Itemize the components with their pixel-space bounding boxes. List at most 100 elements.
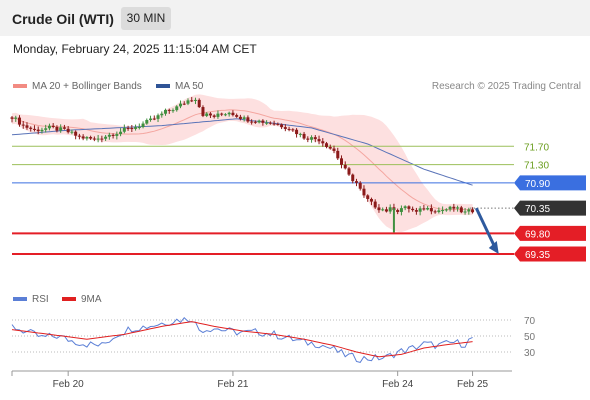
candle-body [81,136,85,139]
candle-body [29,127,33,129]
candle-body [182,103,186,105]
candle-body [74,131,78,136]
candle-body [14,117,18,119]
candle-body [223,114,227,116]
candle-body [186,100,190,104]
ma20-legend-label: MA 20 + Bollinger Bands [32,81,142,92]
candle-body [167,109,171,111]
ma50-line [11,118,473,186]
candle-body [399,208,403,212]
candle-body [283,127,287,129]
candle-body [328,146,332,149]
level-69-35-label: 69.35 [525,250,550,261]
candle-body [291,129,295,131]
candle-body [126,127,130,129]
candle-body [111,134,115,136]
chart-timestamp: Monday, February 24, 2025 11:15:04 AM CE… [13,42,257,56]
candle-body [220,113,224,115]
candle-body [85,137,89,139]
candle-body [377,207,381,211]
candle-body [403,206,407,209]
rsi-line [11,316,473,363]
candle-body [92,138,96,140]
candle-body [268,122,272,124]
candle-body [295,129,299,135]
ma20-line [11,109,473,211]
candle-body [238,116,242,119]
rsi-swatch [13,297,27,302]
candle-body [160,113,164,116]
candle-body [313,137,317,140]
candle-body [17,117,21,125]
candle-body [253,121,257,123]
legend-ma20-bollinger: MA 20 + Bollinger Bands [13,81,142,92]
candle-body [231,112,235,116]
rsi-tick-30: 30 [524,348,536,359]
candle-body [471,209,475,213]
candle-body [44,128,48,130]
candle-body [175,106,179,111]
copyright-notice: Research © 2025 Trading Central [431,81,581,92]
candle-body [96,138,100,140]
candle-body [441,210,445,212]
candle-body [340,158,344,165]
candle-body [119,131,123,135]
bollinger-band-area [12,94,473,233]
level-71-30-label: 71.30 [524,161,549,172]
candle-body [115,134,119,136]
legend-ma50: MA 50 [156,81,203,92]
candle-body [302,133,306,139]
candle-body [164,109,168,114]
candle-body [178,103,182,107]
level-70-35-tag [514,200,586,216]
candle-body [190,100,194,102]
candle-body [347,168,351,175]
candle-body [100,138,104,140]
candle-body [193,99,197,101]
ma9-legend-label: 9MA [81,294,102,305]
candle-body [362,188,366,196]
candle-body [156,115,160,119]
rsi-ma9-line [11,321,473,358]
candle-body [411,208,415,211]
timeframe-button[interactable]: 30 MIN [121,7,171,30]
candle-body [62,127,66,129]
candle-body [141,123,145,127]
candle-body [384,209,388,212]
candle-body [354,181,358,183]
level-71-70-label: 71.70 [524,142,549,153]
level-69-80-label: 69.80 [525,229,550,240]
candle-body [246,117,250,122]
candle-body [407,206,411,209]
candle-body [107,134,111,137]
candle-body [47,125,51,129]
x-tick-label: Feb 20 [53,379,85,390]
rsi-tick-70: 70 [524,316,536,327]
forecast-arrow-head [488,240,499,254]
ma50-legend-label: MA 50 [175,81,204,92]
candle-body [272,123,276,125]
candle-body [104,136,108,139]
candle-body [321,141,325,144]
candle-body [418,208,422,212]
level-69-35-tag [514,246,586,262]
candle-body [212,115,216,117]
ma9-swatch [62,297,76,302]
legend-ma9: 9MA [62,294,102,305]
candle-body [227,112,231,115]
candle-body [467,209,471,212]
candle-body [373,201,377,208]
level-70-35-label: 70.35 [525,204,550,215]
candle-body [452,206,456,209]
candle-body [70,131,74,133]
candle-body [317,139,321,142]
candle-body [66,128,70,133]
chart-header: Crude Oil (WTI) 30 MIN [0,0,590,36]
candle-body [122,127,126,132]
candle-body [261,120,265,123]
candle-body [336,150,340,159]
candle-body [414,210,418,212]
level-70-90-tag [514,175,586,191]
instrument-title: Crude Oil (WTI) [12,11,114,27]
